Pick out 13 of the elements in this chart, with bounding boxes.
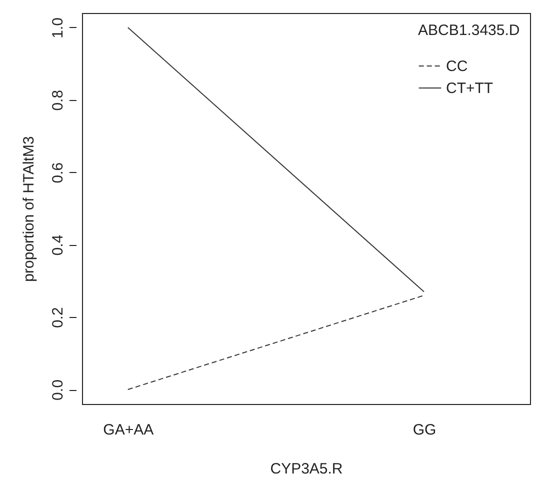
x-tick-label: GA+AA bbox=[103, 422, 154, 438]
y-tick-label: 0.0 bbox=[50, 380, 66, 400]
legend-title: ABCB1.3435.D bbox=[418, 22, 520, 39]
y-tick-label: 1.0 bbox=[50, 18, 66, 38]
x-tick-label: GG bbox=[412, 422, 436, 438]
legend-label: CC bbox=[446, 58, 468, 75]
y-tick-label: 0.4 bbox=[50, 234, 66, 256]
y-axis-title: proportion of HTAltM3 bbox=[20, 136, 38, 282]
legend-label: CT+TT bbox=[446, 80, 494, 97]
x-axis-title: CYP3A5.R bbox=[270, 460, 343, 477]
y-tick-label: 0.2 bbox=[50, 307, 66, 328]
y-tick-label: 0.8 bbox=[50, 90, 66, 111]
y-tick-label: 0.6 bbox=[50, 162, 66, 184]
